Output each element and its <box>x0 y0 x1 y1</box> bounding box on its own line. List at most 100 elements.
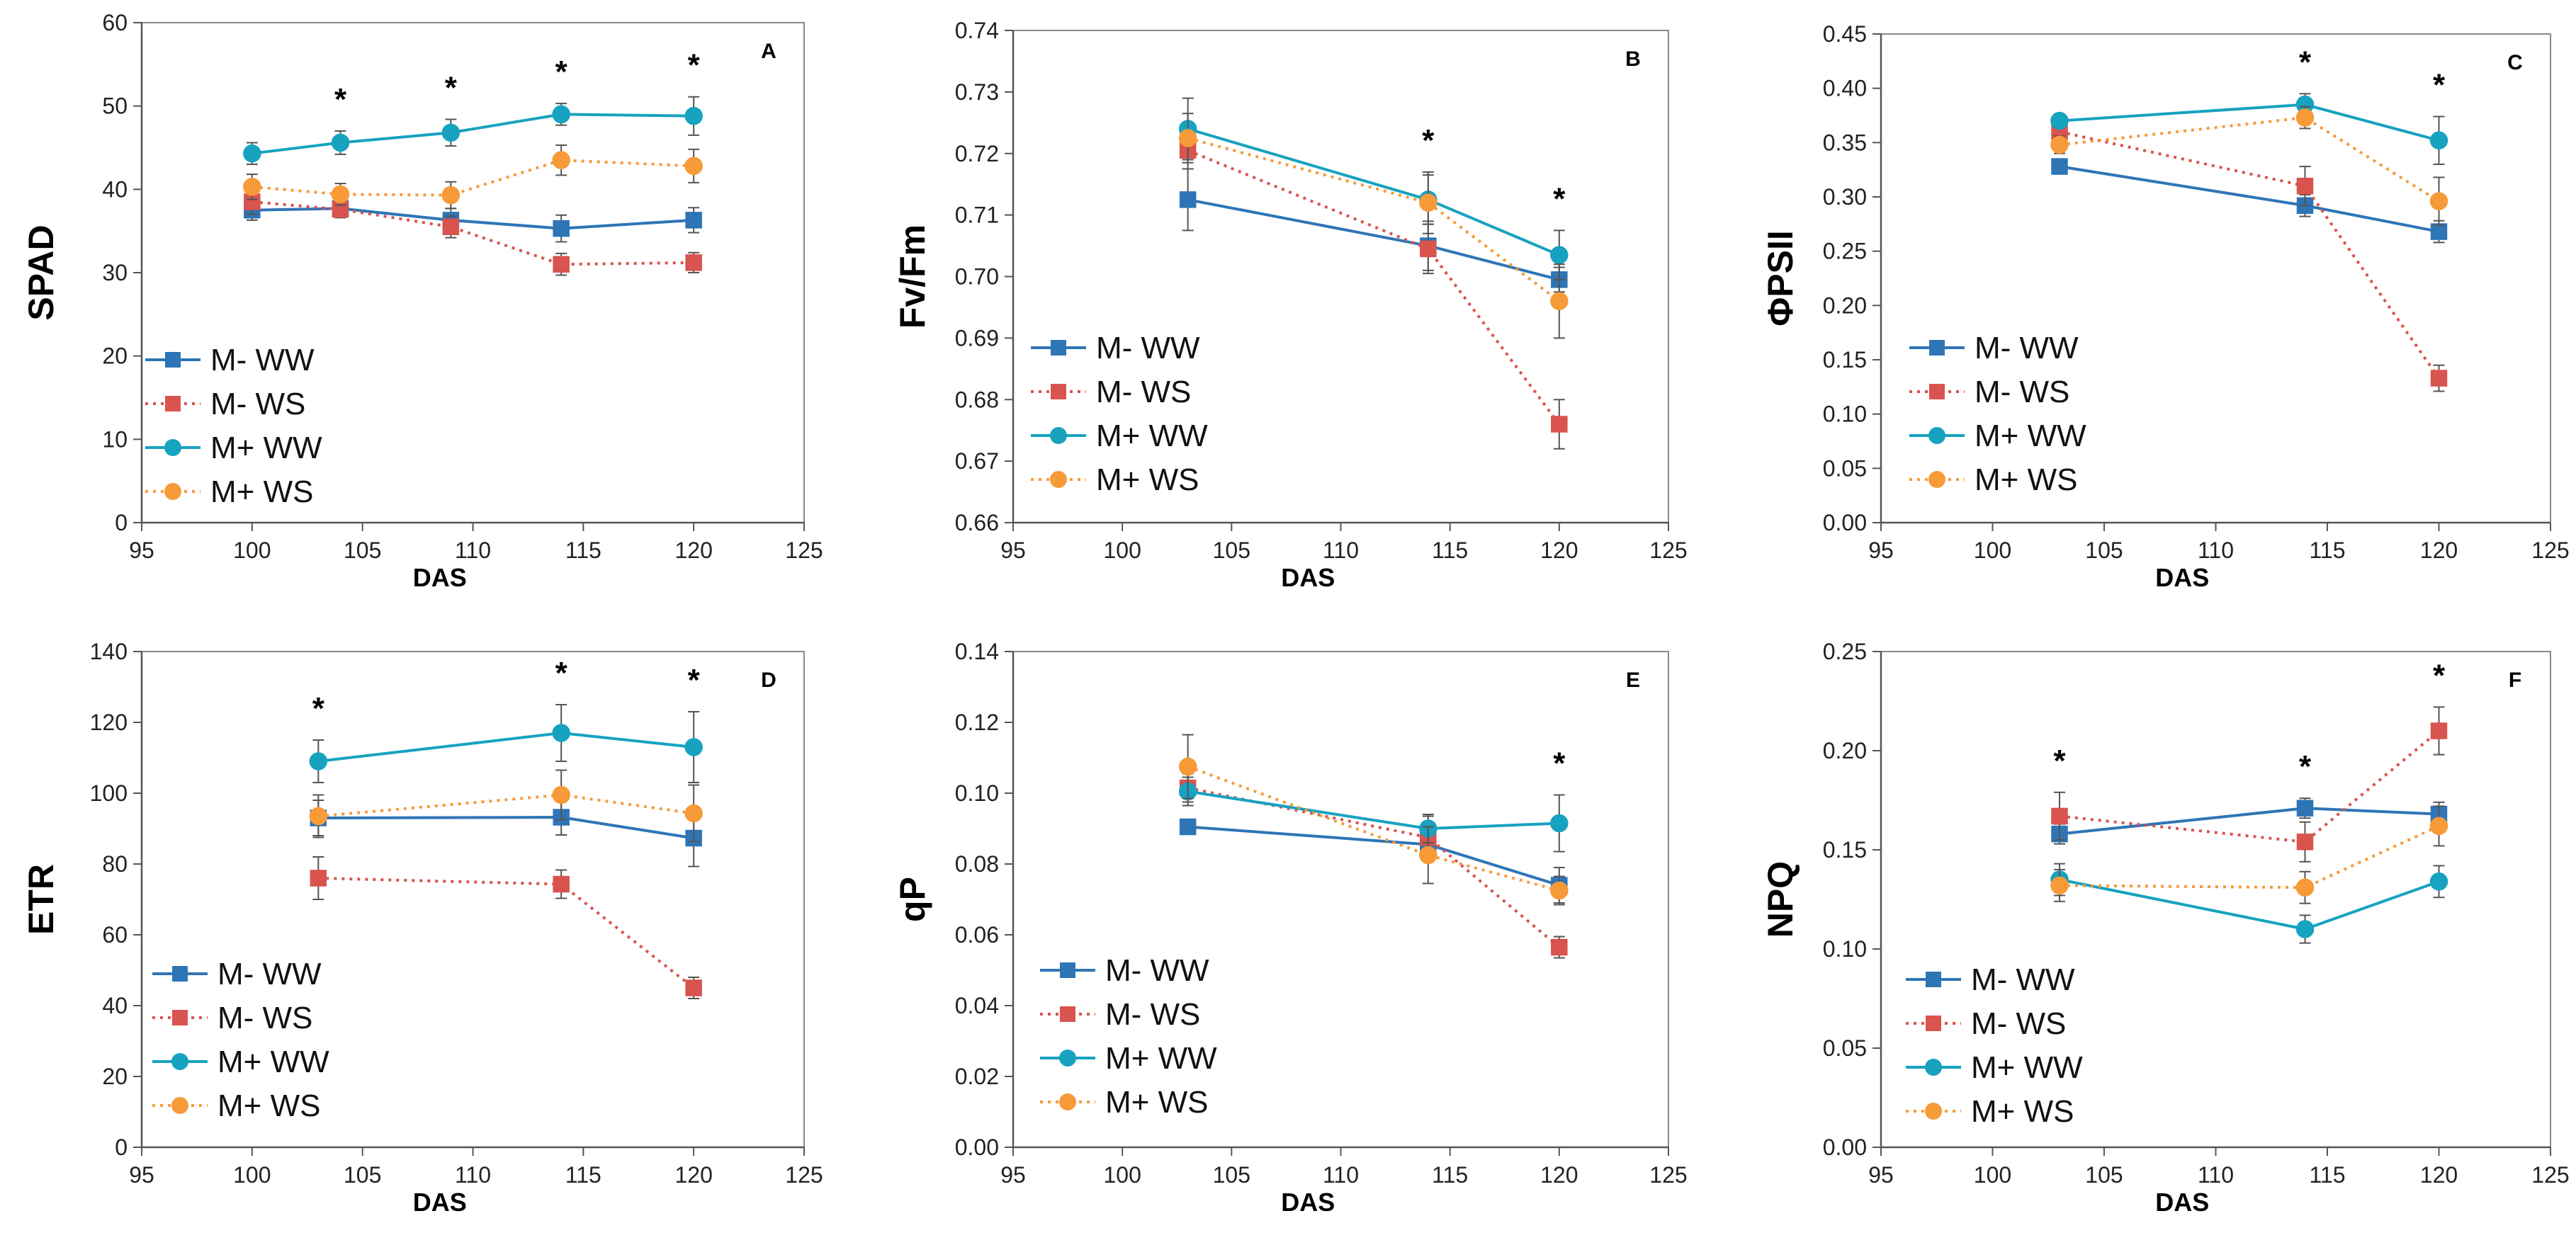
y-tick-label: 0.25 <box>1823 239 1867 264</box>
series-line <box>318 731 694 763</box>
legend-marker <box>1925 1103 1942 1120</box>
data-point-marker <box>1179 818 1197 836</box>
series-m-ww <box>1179 168 1568 293</box>
x-tick-label: 125 <box>785 1162 823 1188</box>
legend-label: M+ WS <box>1971 1094 2074 1129</box>
y-tick-label: 120 <box>90 710 128 735</box>
data-point-marker <box>685 254 702 271</box>
data-point-marker <box>553 220 570 237</box>
legend-label: M+ WW <box>218 1045 329 1079</box>
x-tick-label: 100 <box>1974 538 2011 563</box>
x-tick-label: 95 <box>1868 538 1894 563</box>
legend: M- WW M- WS M+ WW M+ WS <box>1040 953 1217 1120</box>
data-point-marker <box>2050 876 2069 895</box>
y-tick-label: 0.04 <box>955 993 999 1018</box>
y-axis-title: qP <box>893 877 932 922</box>
y-tick-label: 0.72 <box>955 141 999 166</box>
data-point-marker <box>309 807 328 826</box>
series-line <box>1187 198 1560 281</box>
data-point-marker <box>441 123 461 142</box>
data-point-marker <box>1550 814 1569 833</box>
legend-marker <box>171 1097 188 1114</box>
data-point-marker <box>685 979 702 996</box>
significance-asterisk: * <box>555 656 568 690</box>
series-m-ws <box>243 144 703 210</box>
y-tick-label: 0.20 <box>1823 292 1867 318</box>
y-tick-label: 0.40 <box>1823 76 1867 101</box>
x-tick-label: 95 <box>1000 538 1026 563</box>
legend-label: M- WS <box>210 387 305 421</box>
data-point-marker <box>1179 191 1197 208</box>
significance-asterisk: * <box>2053 744 2066 778</box>
x-tick-label: 120 <box>2420 1162 2458 1188</box>
y-tick-label: 0.14 <box>955 639 999 664</box>
significance-asterisk: * <box>2299 749 2312 784</box>
y-tick-label: 0.10 <box>955 780 999 806</box>
legend-marker <box>1060 1006 1075 1022</box>
y-tick-label: 0.66 <box>955 510 999 535</box>
data-point-marker <box>1550 881 1569 900</box>
significance-asterisk: * <box>1553 181 1566 216</box>
y-tick-label: 20 <box>102 343 128 369</box>
legend-marker <box>165 396 181 411</box>
series-m-ww <box>244 199 702 243</box>
series-m-ws <box>2050 805 2448 904</box>
data-point-marker <box>1551 416 1568 433</box>
x-tick-label: 100 <box>1103 1162 1141 1188</box>
x-tick-label: 110 <box>455 1162 491 1188</box>
x-tick-label: 105 <box>1213 538 1250 563</box>
series-line <box>1187 825 1560 887</box>
series-line <box>2059 103 2440 142</box>
significance-asterisk: * <box>688 48 701 83</box>
data-point-marker <box>2430 370 2448 387</box>
series-line <box>2059 130 2441 380</box>
legend-marker <box>1926 1016 1941 1031</box>
series-line <box>1187 137 1561 302</box>
y-tick-label: 40 <box>102 176 128 202</box>
series-m-ww <box>1178 97 1569 280</box>
y-tick-label: 0.74 <box>955 18 999 43</box>
x-tick-label: 115 <box>1432 1162 1468 1188</box>
significance-asterisk: * <box>2433 658 2446 693</box>
x-tick-label: 115 <box>1432 538 1468 563</box>
legend-label: M+ WS <box>218 1088 320 1123</box>
panel-letter: F <box>2509 669 2521 692</box>
y-tick-label: 0.15 <box>1823 837 1867 863</box>
series-m-ww <box>243 96 703 166</box>
legend-marker <box>1929 384 1945 399</box>
panel-letter: A <box>761 40 776 63</box>
series-m-ww <box>2050 93 2448 165</box>
y-tick-label: 50 <box>102 93 128 119</box>
y-tick-label: 0 <box>115 510 128 535</box>
legend-label: M- WW <box>1096 331 1200 365</box>
y-tick-label: 40 <box>102 993 128 1018</box>
data-point-marker <box>684 107 703 125</box>
y-tick-label: 60 <box>102 922 128 948</box>
y-tick-label: 0.20 <box>1823 738 1867 763</box>
series-m-ww <box>1179 818 1568 904</box>
legend-label: M+ WS <box>1105 1085 1208 1120</box>
significance-asterisk: * <box>1553 746 1566 781</box>
y-axis-title: ΦPSII <box>1761 230 1800 326</box>
data-point-marker <box>2430 722 2448 739</box>
y-tick-label: 140 <box>90 639 128 664</box>
data-point-marker <box>331 133 350 152</box>
x-tick-label: 120 <box>1540 1162 1578 1188</box>
x-axis-title: DAS <box>2155 1188 2209 1217</box>
data-point-marker <box>442 218 460 236</box>
y-tick-label: 0.73 <box>955 79 999 105</box>
data-point-marker <box>553 256 570 273</box>
y-tick-label: 0.05 <box>1823 455 1867 481</box>
y-tick-label: 0.25 <box>1823 639 1867 664</box>
legend-label: M+ WW <box>1975 419 2086 453</box>
legend-label: M- WW <box>218 957 322 991</box>
data-point-marker <box>1178 129 1197 147</box>
data-point-marker <box>2295 920 2315 938</box>
series-m-ws <box>310 856 702 999</box>
series-line <box>2059 729 2440 843</box>
series-line <box>2059 116 2440 203</box>
x-axis-title: DAS <box>413 563 467 592</box>
data-point-marker <box>331 185 350 204</box>
legend: M- WW M- WS M+ WW M+ WS <box>1909 331 2086 497</box>
y-tick-label: 0.08 <box>955 851 999 877</box>
